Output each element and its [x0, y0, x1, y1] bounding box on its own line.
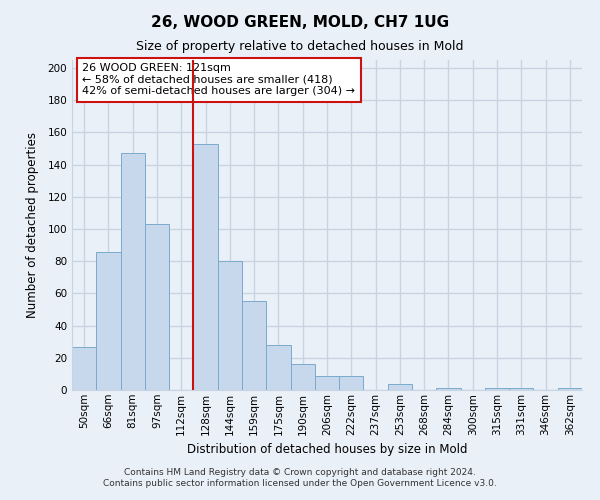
X-axis label: Distribution of detached houses by size in Mold: Distribution of detached houses by size … [187, 443, 467, 456]
Bar [145, 224, 169, 390]
Bar [72, 346, 96, 390]
Bar [121, 154, 145, 390]
Bar [266, 345, 290, 390]
Text: Size of property relative to detached houses in Mold: Size of property relative to detached ho… [136, 40, 464, 53]
Bar [388, 384, 412, 390]
Bar [436, 388, 461, 390]
Text: 26, WOOD GREEN, MOLD, CH7 1UG: 26, WOOD GREEN, MOLD, CH7 1UG [151, 15, 449, 30]
Text: 26 WOOD GREEN: 121sqm
← 58% of detached houses are smaller (418)
42% of semi-det: 26 WOOD GREEN: 121sqm ← 58% of detached … [82, 64, 355, 96]
Bar [242, 302, 266, 390]
Bar [558, 388, 582, 390]
Bar [509, 388, 533, 390]
Bar [193, 144, 218, 390]
Bar [218, 261, 242, 390]
Bar [339, 376, 364, 390]
Bar [96, 252, 121, 390]
Bar [290, 364, 315, 390]
Bar [315, 376, 339, 390]
Text: Contains HM Land Registry data © Crown copyright and database right 2024.
Contai: Contains HM Land Registry data © Crown c… [103, 468, 497, 487]
Bar [485, 388, 509, 390]
Y-axis label: Number of detached properties: Number of detached properties [26, 132, 39, 318]
